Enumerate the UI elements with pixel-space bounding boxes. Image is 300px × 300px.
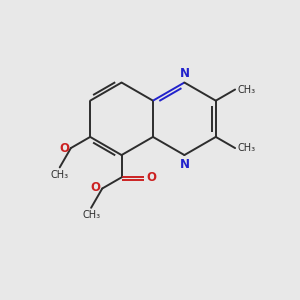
Text: O: O — [59, 142, 69, 154]
Text: CH₃: CH₃ — [82, 210, 100, 220]
Text: O: O — [146, 171, 156, 184]
Text: CH₃: CH₃ — [51, 170, 69, 180]
Text: N: N — [179, 158, 189, 171]
Text: CH₃: CH₃ — [238, 143, 256, 153]
Text: CH₃: CH₃ — [238, 85, 256, 94]
Text: N: N — [179, 67, 189, 80]
Text: O: O — [90, 181, 100, 194]
